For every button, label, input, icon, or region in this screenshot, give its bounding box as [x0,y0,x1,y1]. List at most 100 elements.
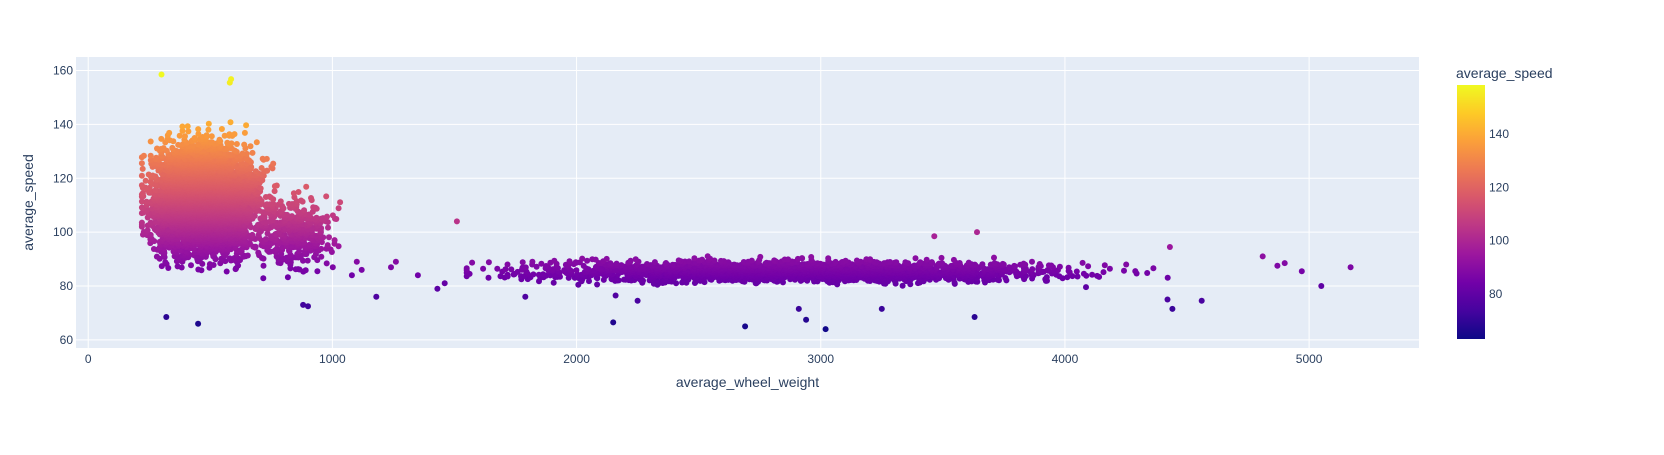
data-point [508,266,514,272]
data-point [349,272,355,278]
data-point [1260,253,1266,259]
data-point [393,259,399,265]
data-point [979,261,985,267]
data-point [1318,283,1324,289]
data-point [644,261,650,267]
data-point [163,314,169,320]
data-point [951,257,957,263]
data-point [1074,269,1080,275]
data-point [540,271,546,277]
data-point [1066,265,1072,271]
data-point [260,275,266,281]
data-point [1046,262,1052,268]
data-point [1132,268,1138,274]
data-point [902,259,908,265]
data-point [162,259,168,265]
data-point [705,253,711,259]
data-point [1102,262,1108,268]
data-point [1165,275,1171,281]
data-point [1044,274,1050,280]
data-point [300,302,306,308]
data-point [318,254,324,260]
data-point [373,294,379,300]
data-point [635,298,641,304]
data-point [314,215,320,221]
data-point [522,294,528,300]
data-point [305,258,311,264]
data-point [1037,261,1043,267]
data-point [808,254,814,260]
data-point [1169,306,1175,312]
data-point [676,257,682,263]
data-point [324,260,330,266]
data-point [464,265,470,271]
data-point [974,229,980,235]
data-point [796,306,802,312]
data-point [799,261,805,267]
data-point [434,286,440,292]
data-point [1094,273,1100,279]
data-point [442,280,448,286]
data-point [991,255,997,261]
data-point [325,242,331,248]
data-point [1080,260,1086,266]
data-point [255,250,261,256]
data-point [1144,270,1150,276]
data-point [691,255,697,261]
data-point [823,326,829,332]
data-point [154,254,160,260]
data-point [670,262,676,268]
data-point [742,323,748,329]
data-point [1081,271,1087,277]
data-point [966,260,972,266]
data-point [699,257,705,263]
data-point [330,212,336,218]
data-point [1150,265,1156,271]
data-point [324,214,330,220]
data-point [749,258,755,264]
data-point [245,253,251,259]
data-point [1123,262,1129,268]
data-point [263,236,269,242]
data-point [931,233,937,239]
data-point [579,256,585,262]
data-point [538,261,544,267]
data-point [354,259,360,265]
data-point [261,263,267,269]
data-point [628,258,634,264]
data-point [867,256,873,262]
data-point [854,258,860,264]
data-point [195,267,201,273]
data-point [594,282,600,288]
data-point [887,259,893,265]
data-point [879,306,885,312]
data-point [771,257,777,263]
data-point [469,260,475,266]
data-point [325,225,331,231]
data-point [151,246,157,252]
data-point [326,234,332,240]
data-point [480,266,486,272]
data-point [332,237,338,243]
data-point [799,255,805,261]
data-point [1199,298,1205,304]
data-point [972,314,978,320]
data-point [505,272,511,278]
data-point [589,256,595,262]
data-point [732,262,738,268]
data-point [494,266,500,272]
data-point [803,317,809,323]
data-point [785,256,791,262]
data-point [224,269,230,275]
data-point [505,262,511,268]
data-point [913,255,919,261]
data-point [1282,260,1288,266]
data-point [924,257,930,263]
data-point [1021,261,1027,267]
data-point [529,259,535,265]
data-point [1167,244,1173,250]
data-point [757,254,763,260]
data-point [330,264,336,270]
data-point [295,266,301,272]
